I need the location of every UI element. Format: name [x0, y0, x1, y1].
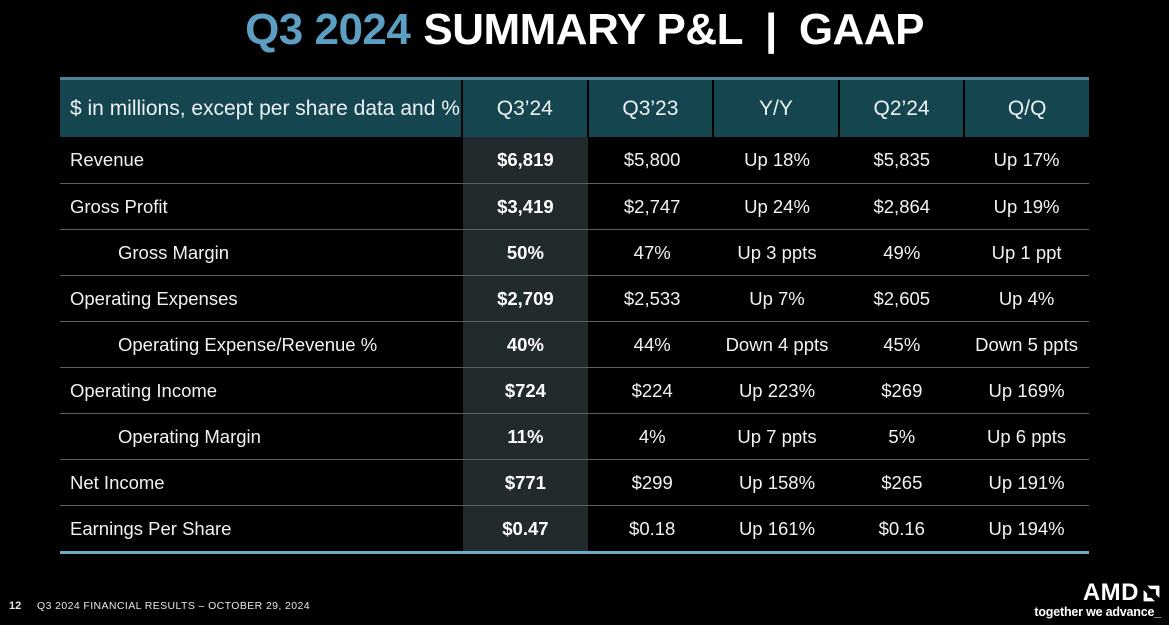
- row-label: Gross Profit: [70, 195, 168, 217]
- cell-value: $2,864: [873, 195, 931, 217]
- cell-current-quarter: $771: [461, 460, 590, 505]
- cell-value: 49%: [883, 241, 921, 263]
- title-quarter: Q3 2024: [245, 5, 411, 54]
- cell-value: Up 7%: [749, 287, 805, 309]
- cell-value: $0.16: [878, 517, 925, 539]
- pl-summary-table: $ in millions, except per share data and…: [60, 77, 1089, 554]
- cell-value: Up 1 ppt: [991, 241, 1062, 263]
- cell-value: Up 223%: [738, 379, 816, 401]
- cell-value: Up 17%: [993, 149, 1060, 170]
- amd-wordmark: AMD: [1082, 579, 1139, 606]
- row-label: Net Income: [70, 471, 165, 493]
- table-row: Earnings Per Share $0.47 $0.18 Up 161% $0.16…: [60, 505, 1089, 551]
- cell-value: Up 3 ppts: [737, 241, 817, 263]
- table-header-col-2: Y/Y: [712, 80, 838, 137]
- cell-value: $5,835: [873, 149, 931, 170]
- amd-tagline: together we advance_: [1034, 605, 1161, 619]
- cell-current-quarter: $3,419: [461, 184, 590, 229]
- cell-value: 44%: [633, 333, 671, 355]
- cell-value: Up 161%: [738, 517, 816, 539]
- cell-value: $224: [631, 379, 673, 401]
- cell-current-quarter: $2,709: [461, 276, 590, 321]
- cell-value: Up 191%: [988, 471, 1065, 493]
- title-suffix: GAAP: [798, 5, 925, 54]
- cell-current-quarter: 40%: [461, 322, 590, 367]
- cell-current-quarter: $724: [461, 368, 590, 413]
- row-label: Operating Expense/Revenue %: [118, 333, 378, 355]
- cell-value: Up 19%: [993, 195, 1060, 217]
- cell-current-quarter: 11%: [461, 414, 590, 459]
- page-number: 12: [9, 600, 22, 612]
- row-label: Earnings Per Share: [70, 517, 232, 539]
- amd-logo: AMD together we advance_: [1034, 581, 1161, 620]
- table-row: Operating Expense/Revenue % 40% 44% Down 4 …: [60, 321, 1089, 367]
- cell-value: Up 18%: [744, 149, 810, 170]
- cell-value: Up 24%: [744, 195, 810, 217]
- cell-value: Up 7 ppts: [737, 425, 817, 447]
- cell-current-quarter: 50%: [461, 230, 590, 275]
- table-row: Operating Expenses $2,709 $2,533 Up 7% $2,60…: [60, 275, 1089, 321]
- title-separator: |: [765, 5, 777, 54]
- table-header-col-4: Q/Q: [963, 80, 1089, 137]
- cell-value: 45%: [883, 333, 921, 355]
- cell-value: $299: [631, 471, 673, 493]
- cell-value: $0.18: [629, 517, 676, 539]
- row-label: Gross Margin: [118, 241, 230, 263]
- cell-value: 4%: [638, 425, 666, 447]
- table-row: Gross Margin 50% 47% Up 3 ppts 49% Up 1 ppt: [60, 229, 1089, 275]
- table-header-col-0: Q3’24: [461, 80, 587, 137]
- cell-value: Up 4%: [998, 287, 1055, 309]
- cell-value: $265: [881, 471, 923, 493]
- table-top-divider: [60, 77, 1089, 80]
- title-main: SUMMARY P&L: [423, 5, 743, 54]
- cell-value: Up 169%: [988, 379, 1065, 401]
- page-title: Q3 2024 SUMMARY P&L | GAAP: [0, 0, 1169, 60]
- cell-value: $5,800: [623, 149, 681, 170]
- row-label: Operating Expenses: [70, 287, 238, 309]
- cell-value: 47%: [633, 241, 671, 263]
- cell-value: $2,533: [623, 287, 681, 309]
- footer-text: Q3 2024 FINANCIAL RESULTS – OCTOBER 29, …: [37, 600, 311, 612]
- cell-value: $2,747: [623, 195, 681, 217]
- row-label: Operating Income: [70, 379, 218, 401]
- cell-value: Up 158%: [738, 471, 816, 493]
- cell-value: 5%: [888, 425, 916, 447]
- table-bottom-divider: [60, 551, 1089, 554]
- cell-value: Up 194%: [988, 517, 1065, 539]
- table-row: Net Income $771 $299 Up 158% $265 Up 191%: [60, 459, 1089, 505]
- row-label: Operating Margin: [118, 425, 261, 447]
- table-header-col-1: Q3’23: [586, 80, 713, 137]
- cell-value: $269: [881, 379, 923, 401]
- table-row: Operating Margin 11% 4% Up 7 ppts 5% Up 6 ppt…: [60, 413, 1089, 459]
- cell-value: Up 6 ppts: [986, 425, 1067, 447]
- cell-current-quarter: $6,819: [461, 137, 590, 183]
- row-label: Revenue: [70, 149, 145, 170]
- cell-value: Down 4 ppts: [725, 333, 829, 355]
- table-header-label: $ in millions, except per share data and…: [70, 96, 460, 120]
- cell-current-quarter: $0.47: [461, 506, 590, 551]
- amd-wordmark-row: AMD: [1034, 581, 1161, 605]
- table-header-col-3: Q2’24: [837, 80, 964, 137]
- table-row: Gross Profit $3,419 $2,747 Up 24% $2,864 Up 1…: [60, 183, 1089, 229]
- table-header-row: $ in millions, except per share data and…: [60, 80, 1089, 137]
- cell-value: $2,605: [873, 287, 931, 309]
- table-row: Revenue $6,819 $5,800 Up 18% $5,835 Up 17%: [60, 137, 1089, 183]
- amd-arrow-icon: [1143, 585, 1160, 601]
- table-body: Revenue $6,819 $5,800 Up 18% $5,835 Up 17% Gro…: [60, 137, 1089, 551]
- cell-value: Down 5 ppts: [975, 333, 1078, 355]
- table-row: Operating Income $724 $224 Up 223% $269 Up 16…: [60, 367, 1089, 413]
